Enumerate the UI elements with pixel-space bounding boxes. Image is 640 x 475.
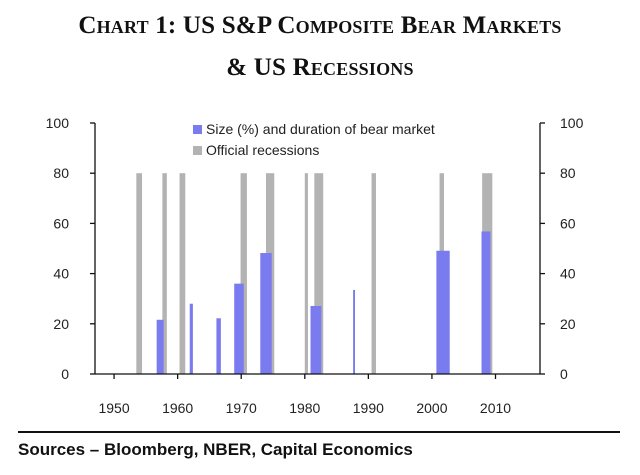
legend-swatch-bear: [193, 125, 202, 134]
source-note: Sources – Bloomberg, NBER, Capital Econo…: [18, 440, 413, 459]
bear-market-bars: [156, 231, 491, 374]
x-tick-label: 1990: [353, 400, 384, 416]
bear-market-bar-3: [234, 283, 244, 374]
x-tick-label: 1960: [162, 400, 193, 416]
recession-bar-6: [314, 173, 324, 374]
bear-market-bar-8: [481, 231, 491, 374]
legend: Size (%) and duration of bear market Off…: [193, 121, 435, 158]
x-tick-label: 1950: [98, 400, 129, 416]
right-y-tick-label: 0: [560, 366, 568, 382]
chart-title-line-2: & US Recessions: [226, 54, 414, 81]
bear-market-bar-5: [310, 305, 322, 374]
x-tick-label: 2000: [416, 400, 447, 416]
bear-market-bar-0: [156, 319, 164, 374]
axes: 0 20 40 60 80 100 0 20 40 60 80 100 1950 1960 1970 1980…: [46, 115, 584, 416]
recession-bar-3: [240, 173, 247, 374]
bear-market-bar-2: [216, 318, 221, 374]
bear-market-bar-1: [189, 303, 193, 374]
x-tick-label: 2010: [480, 400, 511, 416]
bear-market-bar-6: [353, 289, 356, 374]
footer-divider: [18, 431, 620, 433]
right-y-tick-label: 20: [560, 316, 576, 332]
left-y-tick-label: 20: [53, 316, 69, 332]
left-y-tick-label: 100: [46, 115, 70, 131]
recession-bar-0: [136, 173, 143, 374]
chart-title-line-1: Chart 1: US S&P Composite Bear Markets: [78, 12, 562, 39]
bear-market-bar-7: [436, 250, 450, 374]
right-y-tick-label: 60: [560, 215, 576, 231]
recession-bar-5: [304, 173, 308, 374]
right-y-tick-label: 40: [560, 266, 576, 282]
x-tick-label: 1970: [226, 400, 257, 416]
right-y-tick-label: 100: [560, 115, 584, 131]
legend-label-bear: Size (%) and duration of bear market: [206, 121, 435, 137]
left-y-tick-label: 40: [53, 266, 69, 282]
bear-market-chart: 0 20 40 60 80 100 0 20 40 60 80 100 1950 1960 1970 1980…: [46, 115, 584, 416]
left-y-tick-label: 80: [53, 165, 69, 181]
x-tick-label: 1980: [289, 400, 320, 416]
recession-bar-7: [371, 173, 376, 374]
recession-bar-2: [179, 173, 186, 374]
left-y-tick-label: 60: [53, 215, 69, 231]
recession-bar-1: [162, 173, 167, 374]
left-y-tick-label: 0: [61, 366, 69, 382]
bear-market-bar-4: [260, 253, 272, 374]
legend-swatch-recession: [193, 146, 202, 155]
right-y-tick-label: 80: [560, 165, 576, 181]
legend-label-recession: Official recessions: [206, 142, 319, 158]
